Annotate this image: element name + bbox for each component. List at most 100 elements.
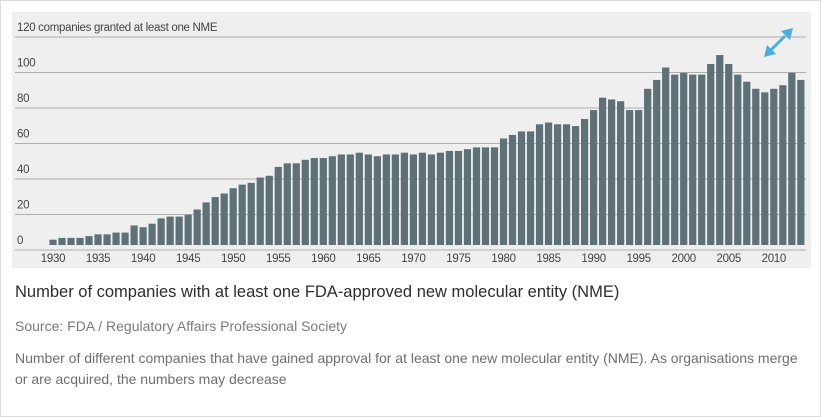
bar: [725, 63, 733, 246]
x-tick-label: 2000: [672, 253, 696, 265]
bar: [644, 88, 652, 245]
x-tick-label: 1980: [491, 253, 515, 265]
x-tick-label: 2010: [762, 253, 786, 265]
x-tick-label: 1985: [536, 253, 560, 265]
bar: [571, 126, 580, 245]
bar: [76, 237, 84, 245]
bar: [364, 154, 372, 245]
bar: [481, 147, 490, 245]
chart: 0 20 40 60 80 100 120 companies granted at lea…: [12, 12, 811, 268]
bar: [508, 134, 517, 245]
bar: [346, 154, 354, 245]
bar: [562, 124, 571, 245]
bar: [499, 138, 508, 245]
bar: [58, 237, 66, 245]
bar: [544, 122, 553, 245]
bar: [454, 150, 463, 245]
bar: [788, 72, 796, 245]
bar: [671, 74, 679, 245]
bar: [716, 55, 724, 246]
y-tick-label: 120 companies granted at least one NME: [17, 22, 218, 34]
bar: [355, 152, 363, 245]
bar: [274, 166, 282, 245]
bar: [409, 154, 418, 245]
x-tick-label: 1940: [131, 253, 155, 265]
bar: [490, 147, 499, 245]
bar: [85, 236, 93, 245]
bar: [112, 232, 120, 245]
bar: [779, 85, 787, 245]
bar: [797, 79, 805, 245]
source: Source: FDA / Regulatory Affairs Profess…: [15, 318, 348, 334]
bar: [238, 184, 246, 245]
bar: [770, 88, 778, 245]
bar: [472, 147, 481, 245]
bar: [707, 63, 715, 246]
bar: [590, 110, 598, 245]
y-tick-label: 20: [17, 200, 29, 212]
bar: [211, 197, 219, 245]
bar: [400, 152, 408, 245]
bar: [580, 118, 589, 245]
y-tick-label: 0: [17, 235, 23, 247]
bar: [382, 154, 390, 245]
bar: [418, 152, 427, 245]
bar: [337, 154, 345, 245]
bar: [121, 232, 129, 245]
bar: [283, 163, 291, 245]
bar: [553, 124, 562, 245]
bar: [220, 193, 228, 245]
bar: [680, 72, 688, 245]
bar: [427, 154, 436, 245]
bar: [319, 158, 327, 245]
x-tick-label: 1935: [86, 253, 110, 265]
bar: [436, 152, 445, 245]
bar: [526, 131, 535, 245]
bar: [139, 227, 147, 245]
bar: [49, 239, 57, 245]
chart-title: Number of companies with at least one FD…: [15, 283, 620, 301]
bar: [626, 110, 634, 245]
x-tick-label: 1960: [311, 253, 335, 265]
y-tick-label: 60: [17, 129, 29, 141]
bar: [391, 154, 399, 245]
bar: [653, 79, 661, 245]
bar: [301, 159, 309, 245]
bar: [734, 74, 742, 245]
x-tick-label: 1945: [176, 253, 200, 265]
bar: [265, 175, 273, 245]
y-tick-label: 80: [17, 93, 29, 105]
bar: [193, 209, 201, 245]
bar: [157, 218, 165, 245]
x-tick-label: 1995: [626, 253, 650, 265]
bar: [103, 234, 111, 245]
bar: [517, 131, 526, 245]
x-tick-label: 1975: [446, 253, 470, 265]
description: Number of different companies that have …: [15, 350, 798, 387]
bar: [67, 237, 75, 245]
x-tick-label: 2005: [717, 253, 741, 265]
x-tick-label: 1965: [356, 253, 380, 265]
bar: [698, 74, 706, 245]
y-tick-label: 100: [17, 58, 35, 70]
bar: [752, 88, 760, 245]
bar: [689, 74, 697, 245]
bar: [256, 177, 264, 245]
bar: [292, 163, 300, 245]
bar: [94, 234, 102, 245]
y-tick-label: 40: [17, 164, 29, 176]
x-tick-label: 1930: [41, 253, 65, 265]
bar: [310, 158, 318, 245]
x-tick-label: 1950: [221, 253, 245, 265]
bar: [148, 223, 156, 245]
x-tick-label: 1990: [581, 253, 605, 265]
bar: [635, 110, 643, 245]
bar: [445, 150, 454, 245]
bar: [184, 214, 192, 245]
bar: [166, 216, 174, 245]
bar: [599, 97, 607, 245]
bar: [608, 99, 616, 245]
x-tick-label: 1970: [401, 253, 425, 265]
bar: [463, 149, 472, 245]
bar: [202, 202, 210, 245]
